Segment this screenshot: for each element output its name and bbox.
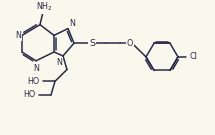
Text: Cl: Cl xyxy=(190,52,198,61)
Text: NH$_2$: NH$_2$ xyxy=(35,1,52,13)
Text: O: O xyxy=(127,39,133,48)
Text: HO: HO xyxy=(28,77,40,86)
Text: N: N xyxy=(69,19,75,28)
Text: N: N xyxy=(56,58,62,67)
Text: N: N xyxy=(33,64,39,73)
Text: S: S xyxy=(89,39,95,48)
Text: N: N xyxy=(15,31,21,40)
Text: HO: HO xyxy=(24,90,36,99)
